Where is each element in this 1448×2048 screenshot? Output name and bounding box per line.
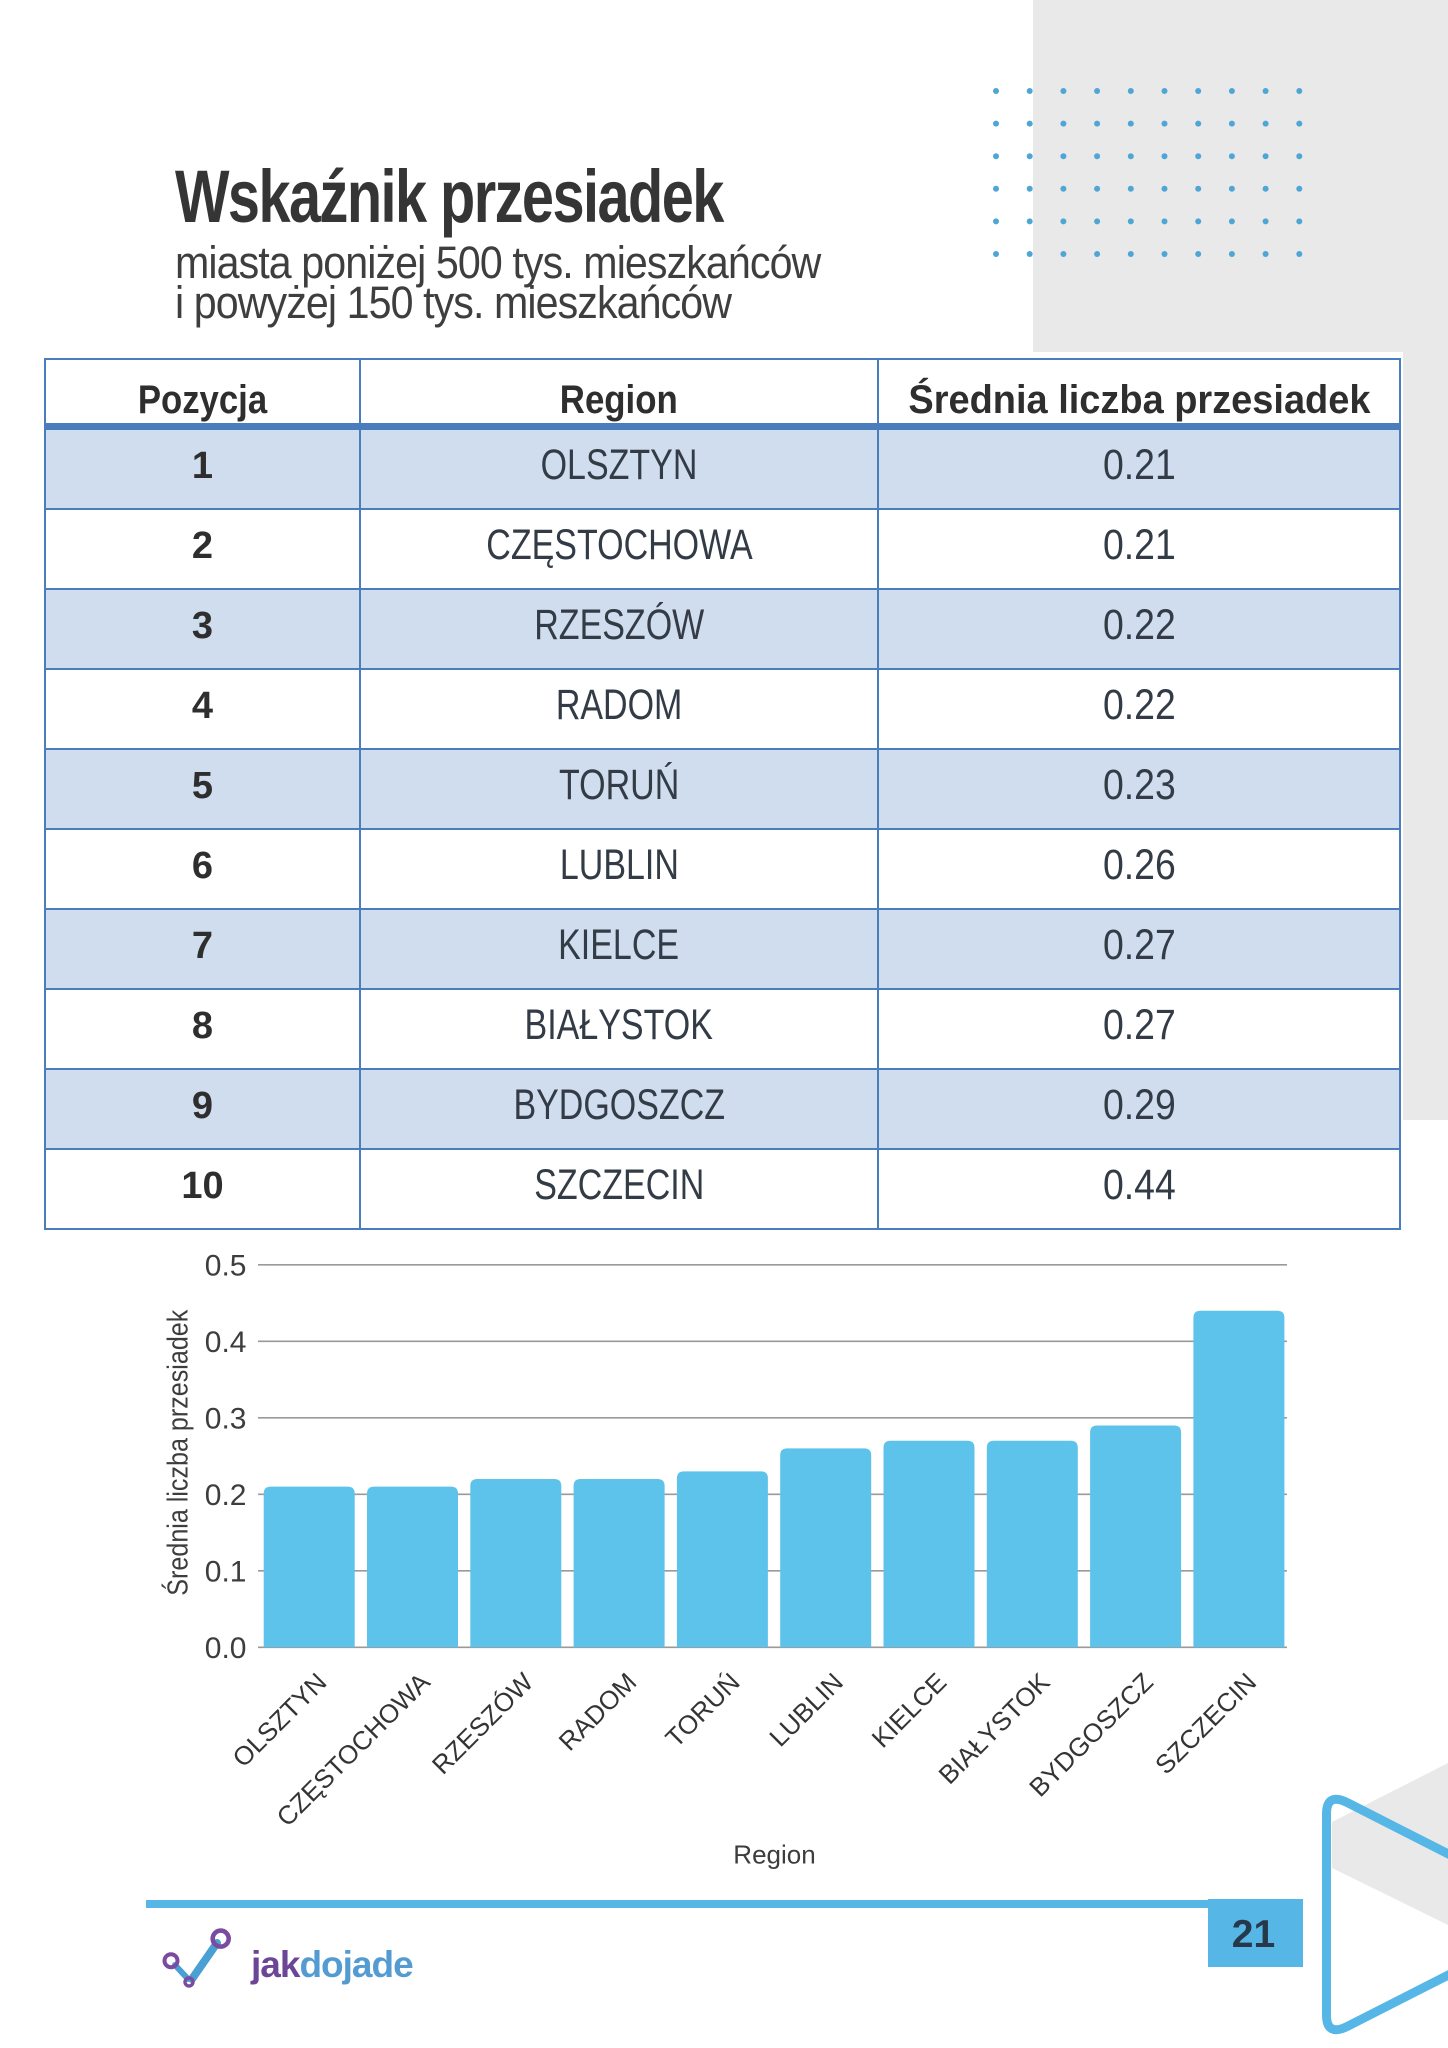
- svg-text:Region: Region: [733, 1840, 815, 1870]
- svg-text:0.3: 0.3: [205, 1402, 247, 1435]
- svg-text:Średnia liczba przesiadek: Średnia liczba przesiadek: [161, 1309, 195, 1595]
- svg-text:KIELCE: KIELCE: [866, 1667, 953, 1754]
- svg-text:SZCZECIN: SZCZECIN: [1149, 1667, 1262, 1780]
- svg-text:LUBLIN: LUBLIN: [763, 1667, 849, 1753]
- svg-text:0.2: 0.2: [205, 1479, 247, 1512]
- svg-text:RZESZÓW: RZESZÓW: [426, 1667, 539, 1780]
- svg-text:0.1: 0.1: [205, 1555, 247, 1588]
- svg-text:0.4: 0.4: [205, 1326, 247, 1359]
- svg-text:OLSZTYN: OLSZTYN: [226, 1667, 332, 1773]
- svg-text:0.5: 0.5: [205, 1249, 247, 1282]
- svg-text:0.0: 0.0: [205, 1632, 247, 1665]
- svg-text:RADOM: RADOM: [553, 1667, 643, 1757]
- svg-text:jakdojade: jakdojade: [250, 1944, 413, 1985]
- svg-text:TORUŃ: TORUŃ: [659, 1667, 745, 1753]
